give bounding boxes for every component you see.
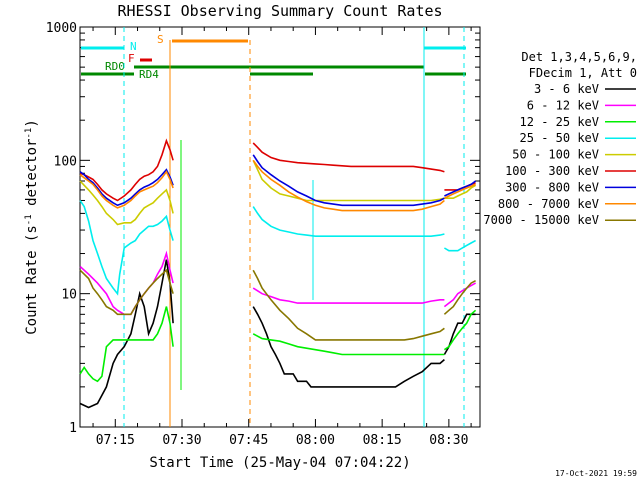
series-6-segment-1	[252, 154, 445, 207]
series-0-segment-0	[79, 259, 174, 409]
series-2-segment-2	[443, 309, 477, 351]
series-8-segment-0	[79, 268, 174, 316]
legend-entry-label-4: 50 - 100 keV	[512, 148, 599, 162]
y-tick-label-1: 10	[61, 288, 77, 303]
legend-header-line2: FDecim 1, Att 0	[529, 66, 637, 80]
series-8-segment-2	[443, 279, 476, 315]
series-4-segment-0	[79, 180, 174, 226]
series-4-segment-2	[444, 184, 477, 199]
legend: Det 1,3,4,5,6,9, FDecim 1, Att 0 3 - 6 k…	[483, 50, 637, 227]
x-tick-label-3: 08:00	[296, 433, 335, 448]
series-layer	[79, 138, 477, 409]
series-0-segment-1	[252, 306, 445, 388]
flag-N-label: N	[130, 40, 137, 53]
legend-entry-label-6: 300 - 800 keV	[505, 180, 599, 194]
legend-entry-label-3: 25 - 50 keV	[520, 131, 599, 145]
x-tick-label-1: 07:30	[162, 433, 201, 448]
series-7-segment-0	[79, 170, 174, 209]
series-6-segment-0	[79, 168, 174, 207]
series-5-segment-1	[252, 142, 445, 173]
series-7-segment-2	[444, 183, 476, 199]
chart-title: RHESSI Observing Summary Count Rates	[117, 2, 442, 20]
legend-entry-label-5: 100 - 300 keV	[505, 164, 599, 178]
legend-entry-label-2: 12 - 25 keV	[520, 115, 599, 129]
flag-F-label: F	[128, 52, 135, 65]
series-0-segment-2	[443, 313, 476, 355]
series-2-segment-1	[252, 333, 445, 356]
flag-RD0-label: RD0	[105, 60, 125, 73]
y-tick-label-3: 1000	[46, 21, 77, 36]
legend-entry-label-8: 7000 - 15000 keV	[483, 213, 599, 227]
series-5-segment-0	[79, 138, 174, 202]
series-3-segment-1	[252, 206, 445, 237]
y-axis-label: Count Rate (s-1 detector-1)	[24, 119, 40, 335]
legend-entries: 3 - 6 keV 6 - 12 keV 12 - 25 keV 25 - 50 ke…	[483, 82, 636, 227]
y-axis-ticks: 1 10 100 1000	[46, 21, 480, 436]
legend-entry-label-0: 3 - 6 keV	[534, 82, 599, 96]
series-7-segment-1	[252, 159, 445, 212]
legend-entry-label-1: 6 - 12 keV	[527, 98, 599, 112]
legend-entry-label-7: 800 - 7000 keV	[498, 197, 599, 211]
x-axis-ticks: 07:15 07:30 07:45 08:00 08:15 08:30	[92, 27, 472, 448]
x-tick-label-0: 07:15	[96, 433, 135, 448]
flag-S-label: S	[157, 33, 164, 46]
series-6-segment-2	[444, 180, 477, 197]
date-stamp: 17-Oct-2021 19:59	[555, 469, 637, 478]
plot-frame	[79, 26, 481, 428]
series-1-segment-2	[443, 282, 476, 308]
series-3-segment-0	[79, 200, 174, 296]
interval-markers	[123, 27, 465, 427]
x-tick-label-5: 08:30	[429, 433, 468, 448]
flag-RD4-label: RD4	[139, 68, 159, 81]
series-1-segment-1	[252, 287, 445, 304]
y-tick-label-0: 1	[69, 421, 77, 436]
x-axis-label: Start Time (25-May-04 07:04:22)	[149, 455, 410, 471]
y-tick-label-2: 100	[54, 154, 77, 169]
x-tick-label-2: 07:45	[229, 433, 268, 448]
legend-header-line1: Det 1,3,4,5,6,9,	[521, 50, 637, 64]
series-1-segment-0	[79, 250, 174, 316]
x-tick-label-4: 08:15	[363, 433, 402, 448]
series-8-segment-1	[252, 269, 445, 341]
series-3-segment-2	[443, 239, 476, 252]
attenuator-flags: N F S RD0 RD4	[81, 33, 466, 81]
series-2-segment-0	[79, 306, 174, 383]
series-4-segment-1	[252, 159, 445, 202]
